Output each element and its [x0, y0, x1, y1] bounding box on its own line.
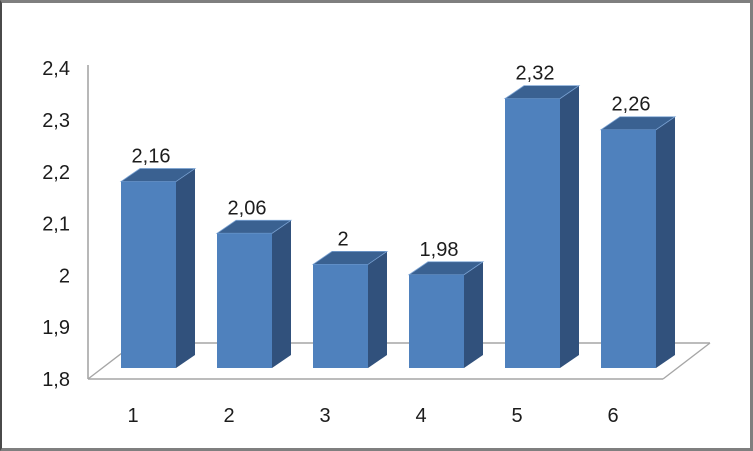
x-axis-category-label: 2 [223, 405, 234, 427]
x-axis-category-label: 3 [319, 405, 330, 427]
x-axis-category-label: 6 [607, 405, 618, 427]
bar-column-5 [503, 85, 581, 368]
bar-side-face [656, 116, 675, 368]
bar-column-6 [599, 116, 677, 368]
bar-side-face [176, 168, 195, 368]
bar-column-1 [119, 168, 197, 368]
bar-front-face [217, 233, 272, 368]
bar-value-label: 1,98 [420, 239, 459, 261]
x-axis-category-label: 1 [127, 405, 138, 427]
bar-front-face [121, 181, 176, 368]
y-axis-tick-label: 2,3 [42, 110, 70, 132]
bar-value-label: 2,26 [612, 94, 651, 116]
bar-side-face [464, 261, 483, 368]
y-axis-tick-label: 2,1 [42, 214, 70, 236]
bar-front-face [601, 129, 656, 368]
floor-right-edge [662, 342, 711, 380]
y-axis-tick-label: 1,8 [42, 369, 70, 391]
bar-value-label: 2,06 [228, 197, 267, 219]
y-axis-tick-label: 2 [59, 265, 70, 287]
y-axis-tick-label: 2,2 [42, 162, 70, 184]
bar-chart-3d: 1,8 1,9 2 2,1 2,2 2,3 2,4 2,16 2,06 2 1,98 2,32 2,26… [42, 58, 711, 427]
bar-value-label: 2 [337, 228, 348, 250]
bar-front-face [505, 98, 560, 368]
bar-column-3 [311, 250, 389, 368]
bar-front-face [313, 264, 368, 368]
x-axis-category-label: 4 [415, 405, 426, 427]
bar-side-face [560, 85, 579, 368]
bar-value-label: 2,16 [132, 146, 171, 168]
bar-side-face [368, 251, 387, 368]
bar-column-2 [215, 219, 293, 368]
y-axis-tick-label: 1,9 [42, 317, 70, 339]
x-axis-category-label: 5 [511, 405, 522, 427]
bar-side-face [272, 220, 291, 368]
bar-column-4 [407, 261, 485, 368]
y-axis-tick-label: 2,4 [42, 58, 70, 80]
bar-front-face [409, 274, 464, 368]
bar-value-label: 2,32 [516, 63, 555, 85]
